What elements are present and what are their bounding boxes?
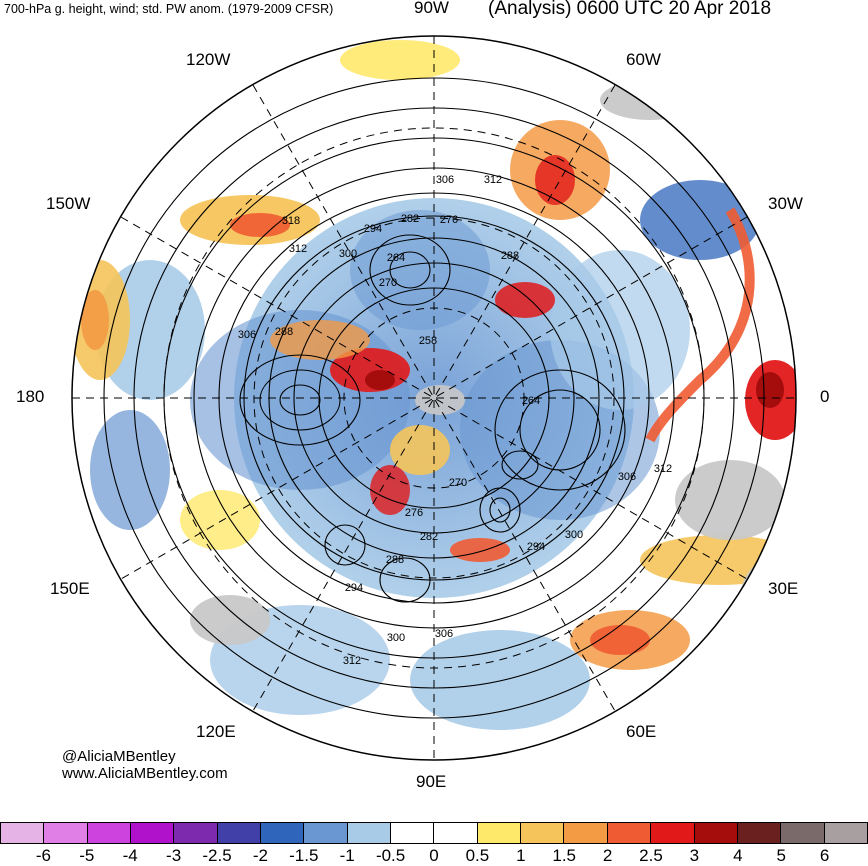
contour-label: 288 <box>386 554 404 566</box>
colorbar-swatch <box>390 822 435 844</box>
colorbar-tick-label: -1.5 <box>289 846 319 865</box>
lon-label-120e: 120E <box>196 722 236 741</box>
lon-label-180: 180 <box>16 387 45 406</box>
lon-label-150e: 150E <box>50 579 90 598</box>
credit-website: www.AliciaMBentley.com <box>62 765 228 782</box>
lon-label-30w: 30W <box>768 194 803 213</box>
contour-label: 300 <box>387 632 405 644</box>
colorbar-tick-label: -0.5 <box>375 846 406 865</box>
contour-label: 306 <box>435 628 453 640</box>
colorbar-tick-label: -2.5 <box>202 846 232 865</box>
colorbar-swatch <box>0 822 45 844</box>
contour-label: 270 <box>379 277 397 289</box>
colorbar-swatch <box>216 822 262 844</box>
contour-label: 276 <box>440 214 458 226</box>
colorbar-tick-label: 6 <box>819 846 830 865</box>
contour-label: 306 <box>618 471 636 483</box>
pw-anomaly-colorbar <box>0 822 868 844</box>
contour-label: 306 <box>238 329 256 341</box>
contour-label: 282 <box>420 531 438 543</box>
lon-label-120w: 120W <box>186 50 231 69</box>
contour-label-group: 306 312 282 276 294 264 288 300 318 312 … <box>238 174 672 667</box>
map-border <box>71 35 797 761</box>
lon-label-90e: 90E <box>416 772 447 791</box>
colorbar-tick-label: -1 <box>339 846 355 865</box>
contour-label: 258 <box>419 335 437 347</box>
colorbar-tick-label: 2.5 <box>639 846 663 865</box>
contour-label: 282 <box>401 213 419 225</box>
contour-label: 264 <box>522 395 540 407</box>
contour-label: 318 <box>282 215 300 227</box>
lon-label-30e: 30E <box>768 579 799 598</box>
colorbar-tick-label: -4 <box>122 846 138 865</box>
colorbar-tick-label: 4 <box>733 846 743 865</box>
contour-label: 294 <box>345 582 363 594</box>
polar-map: 306 312 282 276 294 264 288 300 318 312 … <box>71 35 797 761</box>
colorbar-tick-label: 1 <box>516 846 526 865</box>
lon-label-90w: 90W <box>414 0 449 17</box>
contour-label: 288 <box>501 250 519 262</box>
contour-label: 312 <box>654 463 672 475</box>
colorbar-swatch <box>346 822 392 844</box>
credit-handle: @AliciaMBentley <box>62 748 176 765</box>
contour-label: 264 <box>387 252 405 264</box>
contour-label: 276 <box>405 507 423 519</box>
colorbar-tick-label: 3 <box>689 846 700 865</box>
colorbar-tick-label: -2 <box>252 846 268 865</box>
map-field <box>72 36 796 760</box>
contour-label: 294 <box>527 541 545 553</box>
colorbar-swatch <box>173 822 218 844</box>
contour-label: 294 <box>364 223 382 235</box>
colorbar-swatch <box>86 822 132 844</box>
colorbar-swatch <box>130 822 175 844</box>
colorbar-swatch <box>736 822 782 844</box>
colorbar-tick-label: 5 <box>776 846 786 865</box>
contour-label: 312 <box>484 174 502 186</box>
meridians <box>72 36 796 760</box>
colorbar-swatch <box>693 822 738 844</box>
colorbar-tick-label: -5 <box>79 846 95 865</box>
colorbar-swatch <box>780 822 825 844</box>
colorbar-tick-label: -3 <box>166 846 182 865</box>
colorbar-tick-label: 0.5 <box>465 846 490 865</box>
colorbar-tick-label: 1.5 <box>552 846 577 865</box>
lon-label-0: 0 <box>820 387 830 406</box>
colorbar-swatch <box>606 822 652 844</box>
colorbar-swatch <box>260 822 305 844</box>
contour-label: 300 <box>339 248 357 260</box>
colorbar-swatch <box>823 822 868 844</box>
colorbar-swatch <box>43 822 88 844</box>
contour-label: 270 <box>449 477 467 489</box>
contour-label: 300 <box>565 529 583 541</box>
contour-label: 312 <box>289 243 307 255</box>
chart-title-right: (Analysis) 0600 UTC 20 Apr 2018 <box>488 0 772 19</box>
colorbar-swatch <box>476 822 522 844</box>
contour-label: 312 <box>343 655 361 667</box>
colorbar-swatch <box>650 822 695 844</box>
colorbar-swatch <box>303 822 348 844</box>
chart-title-left: 700-hPa g. height, wind; std. PW anom. (… <box>4 2 334 16</box>
contour-label: 288 <box>275 326 293 338</box>
colorbar-tick-label: -6 <box>35 846 51 865</box>
colorbar-swatch <box>563 822 608 844</box>
lon-label-150w: 150W <box>46 194 91 213</box>
colorbar-tick-label: 0 <box>429 846 439 865</box>
colorbar-tick-label: 2 <box>602 846 613 865</box>
lon-label-60e: 60E <box>626 722 657 741</box>
lon-label-60w: 60W <box>626 50 661 69</box>
contour-label: 306 <box>436 174 454 186</box>
colorbar-swatch <box>433 822 478 844</box>
colorbar-swatch <box>520 822 565 844</box>
